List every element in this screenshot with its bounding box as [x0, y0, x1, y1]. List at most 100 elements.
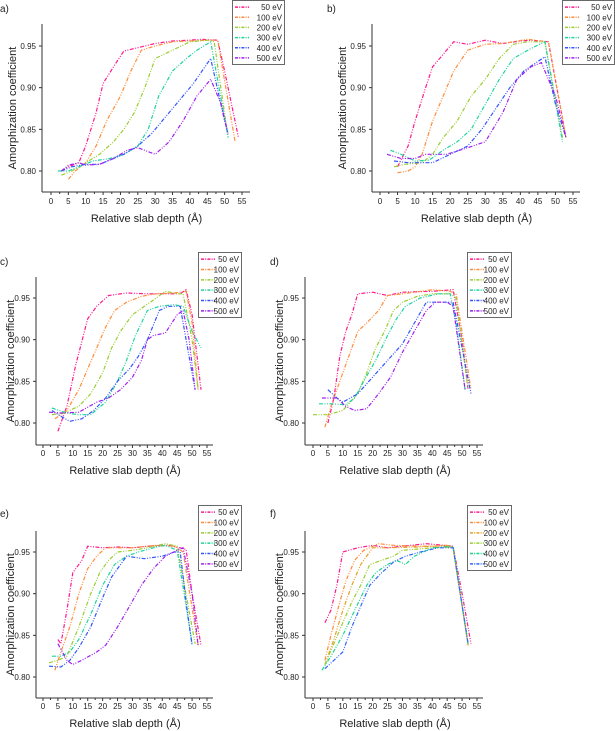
x-tick-label: 20 — [446, 197, 455, 206]
legend-entry: 400 eV — [214, 297, 240, 306]
series-line-200-ev — [393, 41, 564, 168]
legend-entry: 50 eV — [488, 255, 510, 264]
x-tick-label: 55 — [569, 197, 578, 206]
y-tick-label: 0.80 — [350, 167, 366, 176]
x-tick-label: 40 — [185, 197, 194, 206]
y-tick-label: 0.85 — [283, 377, 299, 386]
series-line-200-ev — [324, 544, 469, 665]
legend-box — [562, 0, 615, 65]
x-tick-label: 0 — [41, 702, 46, 711]
y-tick-label: 0.90 — [283, 590, 299, 599]
x-tick-label: 5 — [66, 197, 71, 206]
x-axis-label: Relative slab depth (Å) — [91, 212, 202, 225]
legend-entry: 50 eV — [488, 508, 510, 517]
x-tick-label: 10 — [338, 702, 347, 711]
x-tick-label: 30 — [481, 197, 490, 206]
series-line-300-ev — [324, 546, 469, 665]
legend-entry: 200 eV — [587, 23, 613, 32]
legend-entry: 500 eV — [484, 307, 510, 316]
series-line-500-ev — [61, 78, 229, 172]
y-axis-label: Amorphization coefficient — [337, 47, 349, 170]
x-tick-label: 50 — [458, 449, 467, 458]
x-tick-label: 35 — [413, 702, 422, 711]
x-tick-label: 25 — [113, 702, 122, 711]
legend-entry: 400 eV — [257, 44, 283, 53]
legend-entry: 50 eV — [218, 255, 240, 264]
x-tick-label: 35 — [413, 449, 422, 458]
x-tick-label: 10 — [338, 449, 347, 458]
legend-box — [467, 505, 512, 571]
x-tick-label: 5 — [395, 197, 400, 206]
legend-entry: 100 eV — [214, 519, 240, 528]
x-tick-label: 45 — [533, 197, 542, 206]
legend-entry: 50 eV — [218, 508, 240, 517]
x-tick-label: 55 — [203, 702, 212, 711]
panel-label: d) — [270, 257, 279, 268]
panel-label: a) — [0, 4, 9, 15]
series-line-300-ev — [319, 293, 466, 406]
y-axis-label: Amorphization coefficient — [274, 553, 286, 676]
x-tick-label: 45 — [203, 197, 212, 206]
x-tick-label: 35 — [143, 702, 152, 711]
series-line-200-ev — [51, 290, 199, 416]
panel-b: b) 0 5 10 15 20 25 30 35 40 45 50 55 0.80 0.85 0.90 0.95… — [327, 0, 615, 225]
x-tick-label: 25 — [383, 449, 392, 458]
y-axis-label: Amorphization coefficient — [5, 553, 17, 676]
series-line-100-ev — [54, 544, 199, 671]
x-axis-label: Relative slab depth (Å) — [339, 464, 450, 477]
y-tick-label: 0.80 — [14, 419, 30, 428]
panel-f: f) 0 5 10 15 20 25 30 35 40 45 50 55 0.80 0.85 0.90 0.95… — [270, 505, 512, 730]
x-tick-label: 15 — [428, 197, 437, 206]
x-tick-label: 55 — [473, 702, 482, 711]
legend-entry: 400 eV — [484, 297, 510, 306]
x-tick-label: 10 — [68, 702, 77, 711]
series-line-50-ev — [61, 38, 240, 172]
legend-box — [198, 252, 242, 318]
series-line-500-ev — [324, 547, 469, 670]
y-tick-label: 0.85 — [283, 631, 299, 640]
series-line-200-ev — [313, 293, 469, 416]
y-tick-label: 0.90 — [14, 336, 30, 345]
series-line-500-ev — [321, 301, 466, 412]
y-tick-label: 0.80 — [20, 167, 36, 176]
x-tick-label: 25 — [133, 197, 142, 206]
x-tick-label: 45 — [173, 449, 182, 458]
y-tick-label: 0.80 — [283, 419, 299, 428]
panel-a: a) 0 5 10 15 20 25 30 35 40 45 50 55 0.80 0.85 0.90 0.95… — [0, 0, 285, 225]
x-tick-label: 0 — [49, 197, 54, 206]
legend-entry: 400 eV — [214, 550, 240, 559]
legend-entry: 300 eV — [257, 34, 283, 43]
x-tick-label: 40 — [428, 702, 437, 711]
series-line-50-ev — [396, 39, 567, 168]
x-tick-label: 50 — [188, 449, 197, 458]
x-tick-label: 15 — [99, 197, 108, 206]
y-tick-label: 0.85 — [14, 631, 30, 640]
x-tick-label: 30 — [128, 449, 137, 458]
series-line-400-ev — [48, 551, 193, 668]
x-tick-label: 40 — [516, 197, 525, 206]
y-tick-label: 0.90 — [14, 590, 30, 599]
panel-c: c) 0 5 10 15 20 25 30 35 40 45 50 55 0.80 0.85 0.90 0.95… — [0, 252, 242, 477]
legend-entry: 200 eV — [257, 23, 283, 32]
x-tick-label: 20 — [116, 197, 125, 206]
legend-entry: 400 eV — [587, 44, 613, 53]
y-axis-label: Amorphization coefficient — [5, 300, 17, 423]
series-line-100-ev — [324, 543, 469, 661]
panel-label: e) — [0, 509, 9, 520]
series-line-100-ev — [54, 290, 199, 420]
y-tick-label: 0.85 — [350, 125, 366, 134]
series-line-500-ev — [386, 61, 567, 160]
x-tick-label: 5 — [56, 449, 61, 458]
panel-label: c) — [0, 257, 8, 268]
y-tick-label: 0.95 — [283, 294, 299, 303]
x-tick-label: 50 — [188, 702, 197, 711]
x-tick-label: 25 — [463, 197, 472, 206]
x-tick-label: 45 — [443, 702, 452, 711]
legend-entry: 300 eV — [484, 286, 510, 295]
series-line-300-ev — [51, 304, 202, 416]
series-line-500-ev — [57, 546, 199, 666]
x-tick-label: 10 — [81, 197, 90, 206]
series-line-50-ev — [327, 289, 469, 424]
